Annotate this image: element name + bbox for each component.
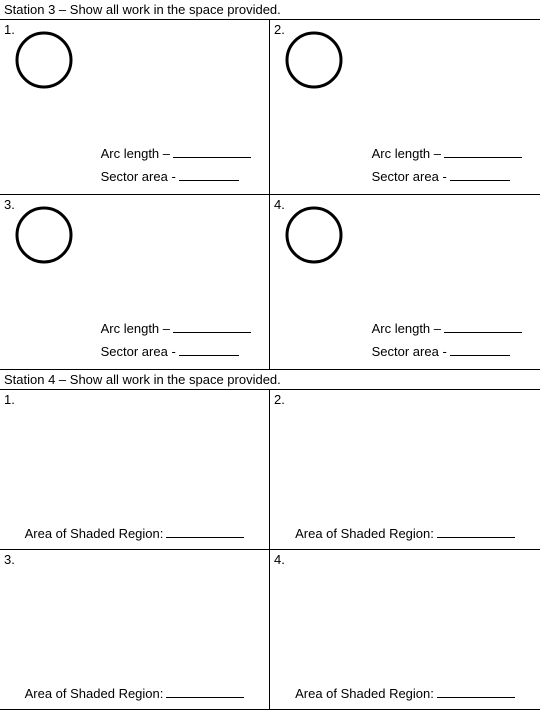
shaded-answer: Area of Shaded Region:: [270, 526, 540, 541]
sector-area-label: Sector area -: [101, 344, 176, 359]
station-3-cell-3: 3. Arc length – Sector area -: [0, 195, 270, 370]
shaded-region-blank[interactable]: [437, 686, 515, 698]
arc-length-label: Arc length –: [101, 321, 170, 336]
circle-icon: [14, 205, 74, 265]
sector-area-label: Sector area -: [101, 169, 176, 184]
station-4-block: Station 4 – Show all work in the space p…: [0, 370, 540, 710]
shaded-region-blank[interactable]: [166, 526, 244, 538]
cell-number: 1.: [4, 392, 15, 407]
shaded-region-blank[interactable]: [166, 686, 244, 698]
shaded-answer: Area of Shaded Region:: [0, 526, 269, 541]
station-3-header: Station 3 – Show all work in the space p…: [0, 0, 540, 20]
station-4-header: Station 4 – Show all work in the space p…: [0, 370, 540, 390]
station-4-cell-2: 2. Area of Shaded Region:: [270, 390, 540, 550]
answer-block: Arc length – Sector area -: [372, 313, 522, 359]
sector-area-blank[interactable]: [179, 169, 239, 181]
sector-area-label: Sector area -: [372, 344, 447, 359]
cell-number: 4.: [274, 552, 285, 567]
circle-icon: [14, 30, 74, 90]
station-3-cell-4: 4. Arc length – Sector area -: [270, 195, 540, 370]
arc-length-label: Arc length –: [372, 321, 441, 336]
shaded-region-label: Area of Shaded Region:: [295, 526, 434, 541]
sector-area-blank[interactable]: [450, 169, 510, 181]
answer-block: Arc length – Sector area -: [101, 313, 251, 359]
station-4-grid: 1. Area of Shaded Region: 2. Area of Sha…: [0, 390, 540, 710]
sector-area-label: Sector area -: [372, 169, 447, 184]
answer-block: Arc length – Sector area -: [101, 138, 251, 184]
arc-length-label: Arc length –: [372, 146, 441, 161]
circle-icon: [284, 30, 344, 90]
answer-block: Arc length – Sector area -: [372, 138, 522, 184]
station-4-cell-4: 4. Area of Shaded Region:: [270, 550, 540, 710]
arc-length-blank[interactable]: [173, 321, 251, 333]
shaded-region-blank[interactable]: [437, 526, 515, 538]
station-3-grid: 1. Arc length – Sector area - 2. Arc len…: [0, 20, 540, 370]
station-4-cell-3: 3. Area of Shaded Region:: [0, 550, 270, 710]
arc-length-blank[interactable]: [173, 146, 251, 158]
sector-area-blank[interactable]: [179, 344, 239, 356]
shaded-answer: Area of Shaded Region:: [270, 686, 540, 701]
shaded-region-label: Area of Shaded Region:: [25, 686, 164, 701]
shaded-region-label: Area of Shaded Region:: [295, 686, 434, 701]
arc-length-label: Arc length –: [101, 146, 170, 161]
arc-length-blank[interactable]: [444, 146, 522, 158]
cell-number: 3.: [4, 552, 15, 567]
sector-area-blank[interactable]: [450, 344, 510, 356]
station-4-cell-1: 1. Area of Shaded Region:: [0, 390, 270, 550]
shaded-answer: Area of Shaded Region:: [0, 686, 269, 701]
shaded-region-label: Area of Shaded Region:: [25, 526, 164, 541]
station-3-cell-1: 1. Arc length – Sector area -: [0, 20, 270, 195]
cell-number: 2.: [274, 392, 285, 407]
arc-length-blank[interactable]: [444, 321, 522, 333]
station-3-block: Station 3 – Show all work in the space p…: [0, 0, 540, 370]
station-3-cell-2: 2. Arc length – Sector area -: [270, 20, 540, 195]
circle-icon: [284, 205, 344, 265]
